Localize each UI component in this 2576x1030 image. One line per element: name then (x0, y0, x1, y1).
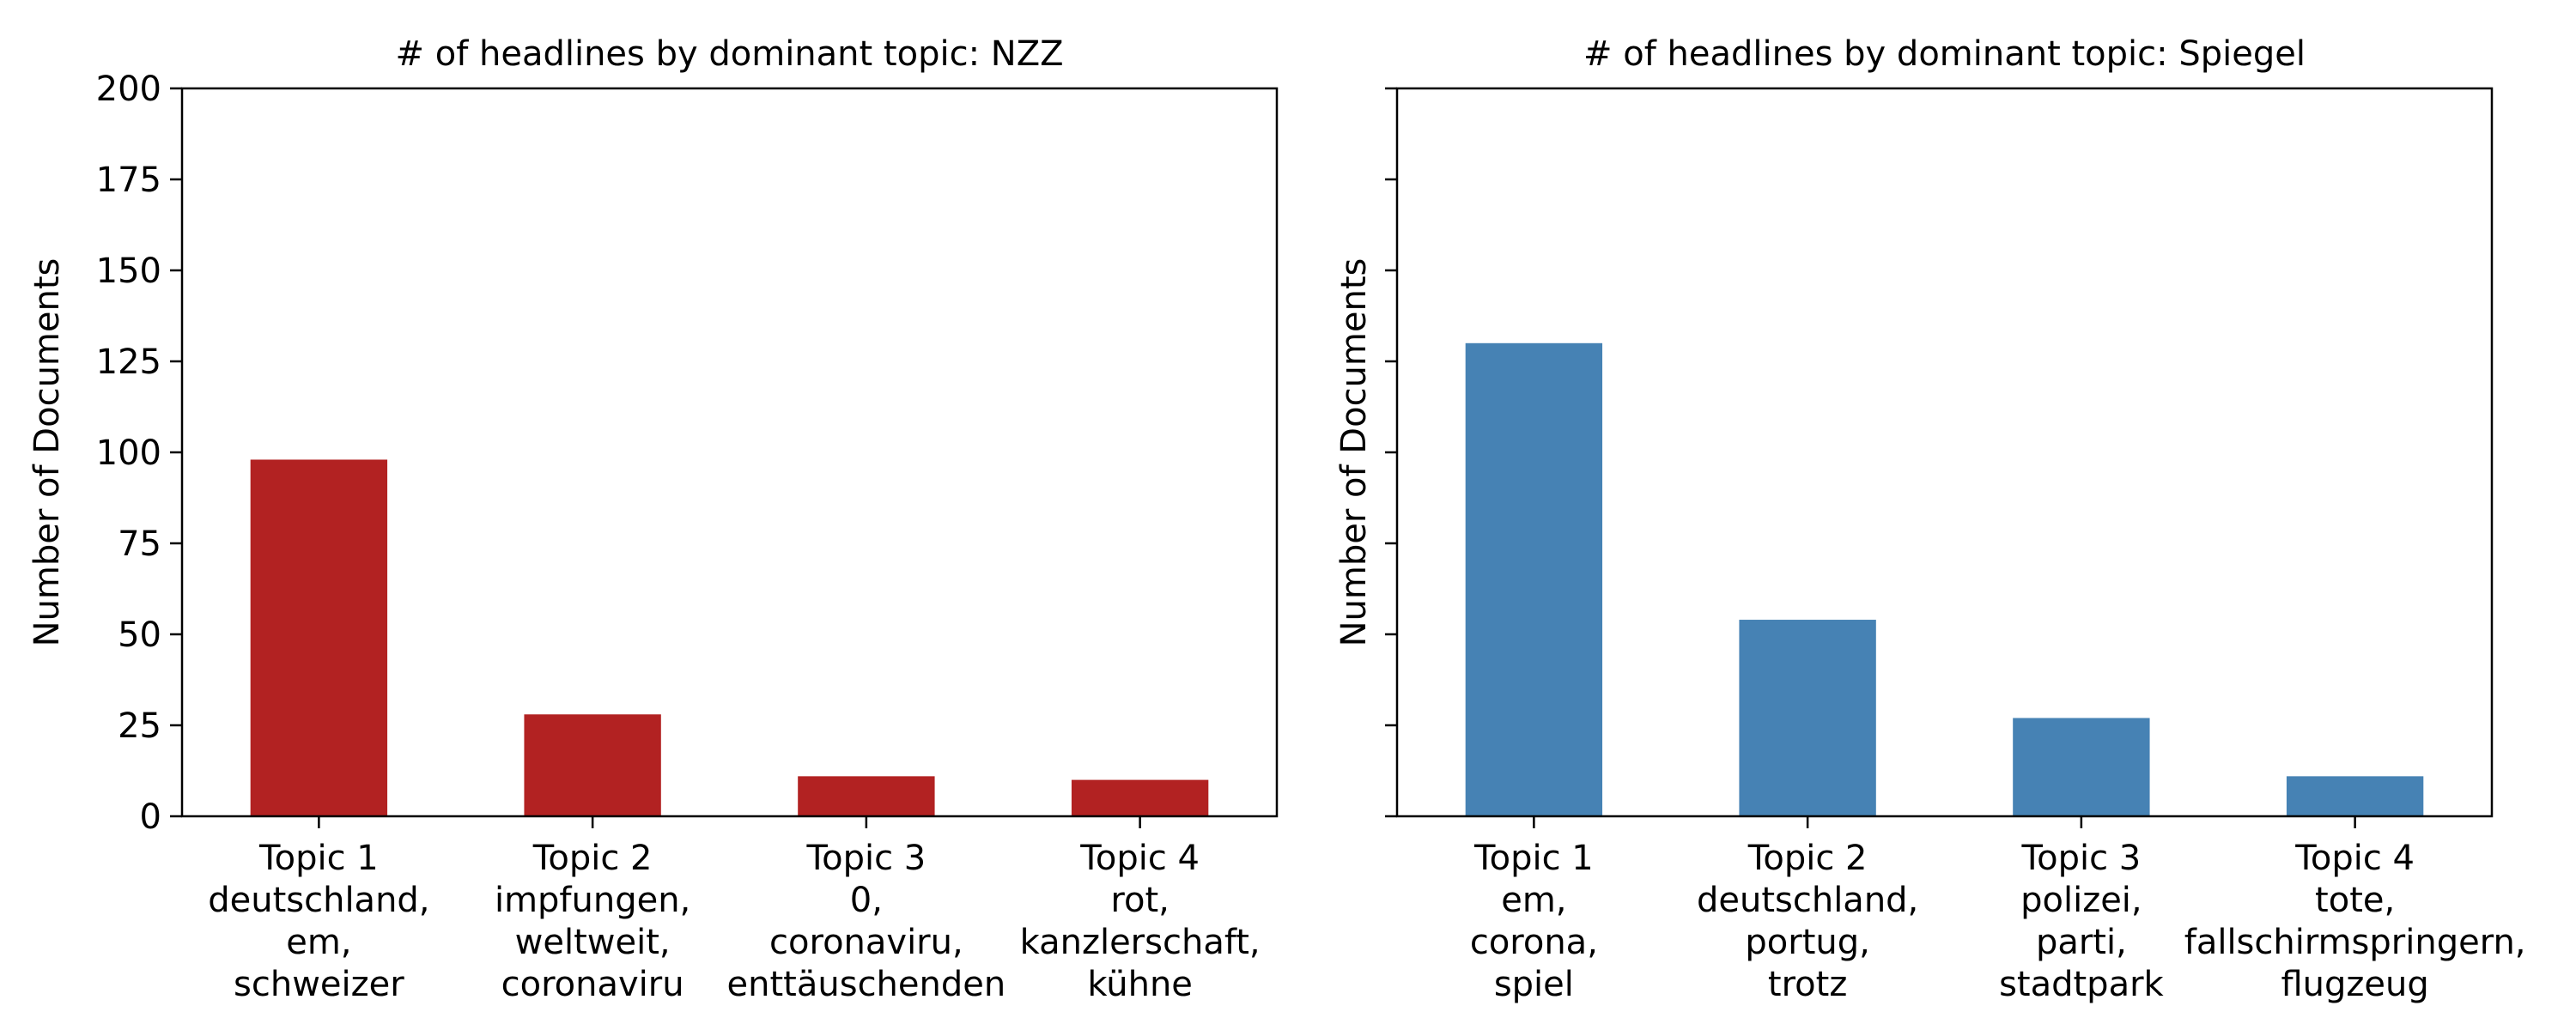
x-tick-label-line: Topic 1 (258, 839, 379, 878)
x-tick-label-line: deutschland, (208, 881, 429, 920)
x-tick-label-line: coronaviru, (769, 923, 963, 962)
x-tick-label-line: Topic 1 (1473, 839, 1594, 878)
x-tick-label-line: Topic 3 (2020, 839, 2141, 878)
x-tick-label-line: em, (286, 923, 351, 962)
x-tick-label-line: rot, (1110, 881, 1169, 920)
bar-topic-1 (1465, 342, 1603, 816)
x-tick-label-line: flugzeug (2281, 965, 2428, 1004)
x-tick-label-line: corona, (1470, 923, 1598, 962)
x-tick-label-line: coronaviru (501, 965, 684, 1004)
y-axis-label: Number of Documents (1334, 258, 1374, 647)
x-tick-label-topic-4: Topic 4 rot, kanzlerschaft, kühne (1020, 839, 1261, 1004)
x-tick-label-line: Topic 4 (2294, 839, 2415, 878)
x-tick-label-line: kanzlerschaft, (1020, 923, 1261, 962)
bar-topic-2 (1739, 620, 1876, 816)
x-tick-label-line: tote, (2315, 881, 2395, 920)
x-tick-label-line: trotz (1768, 965, 1847, 1004)
x-tick-label-topic-3: Topic 3 0, coronaviru, enttäuschenden (727, 839, 1006, 1004)
x-tick-label-line: 0, (850, 881, 883, 920)
x-tick-label-line: fallschirmspringern, (2184, 923, 2526, 962)
y-tick-label: 200 (96, 70, 161, 109)
x-tick-label-line: stadtpark (1999, 965, 2164, 1004)
x-tick-label-line: impfungen, (495, 881, 690, 920)
x-tick-label-line: portug, (1745, 923, 1869, 962)
x-tick-label-line: enttäuschenden (727, 965, 1006, 1004)
x-tick-label-line: em, (1501, 881, 1566, 920)
chart-title: # of headlines by dominant topic: Spiege… (1583, 34, 2306, 74)
bar-topic-4 (2286, 776, 2424, 816)
x-tick-label-line: spiel (1494, 965, 1574, 1004)
x-tick-label-line: deutschland, (1697, 881, 1918, 920)
y-tick-label: 75 (118, 524, 161, 564)
x-tick-label-topic-1: Topic 1 em, corona, spiel (1470, 839, 1598, 1004)
y-tick-label: 25 (118, 706, 161, 746)
bar-topic-2 (524, 714, 661, 816)
chart-title: # of headlines by dominant topic: NZZ (395, 34, 1063, 74)
x-tick-label-line: parti, (2036, 923, 2127, 962)
x-tick-label-topic-2: Topic 2 impfungen, weltweit, coronaviru (495, 839, 690, 1004)
x-tick-label-line: polizei, (2020, 881, 2142, 920)
x-tick-label-line: Topic 2 (532, 839, 653, 878)
x-tick-label-line: weltweit, (515, 923, 671, 962)
bar-topic-1 (250, 459, 388, 816)
y-tick-label: 100 (96, 433, 161, 473)
x-tick-label-topic-3: Topic 3 polizei, parti, stadtpark (1999, 839, 2164, 1004)
y-tick-label: 50 (118, 615, 161, 655)
chart-panel-2: Topic 1 em, corona, spiel Topic 2 deutschland… (1334, 34, 2526, 1004)
x-tick-label-topic-1: Topic 1 deutschland, em, schweizer (208, 839, 429, 1004)
y-tick-label: 150 (96, 251, 161, 291)
y-axis-label: Number of Documents (27, 258, 67, 647)
bar-topic-4 (1071, 779, 1209, 816)
y-tick-label: 0 (140, 797, 161, 837)
x-tick-label-line: Topic 3 (805, 839, 926, 878)
x-tick-label-line: schweizer (234, 965, 404, 1004)
bar-topic-3 (798, 776, 935, 816)
x-tick-label-line: Topic 4 (1079, 839, 1200, 878)
x-tick-label-topic-4: Topic 4 tote, fallschirmspringern, flugzeug (2184, 839, 2526, 1004)
x-tick-label-line: kühne (1087, 965, 1193, 1004)
bar-topic-3 (2013, 718, 2150, 816)
y-tick-label: 175 (96, 161, 161, 200)
y-tick-label: 125 (96, 342, 161, 382)
x-tick-label-line: Topic 2 (1747, 839, 1868, 878)
x-tick-label-topic-2: Topic 2 deutschland, portug, trotz (1697, 839, 1918, 1004)
chart-panel-1: 0 25 50 75 100 125 150 175 200 Topic 1 deutschland… (27, 34, 1279, 1004)
